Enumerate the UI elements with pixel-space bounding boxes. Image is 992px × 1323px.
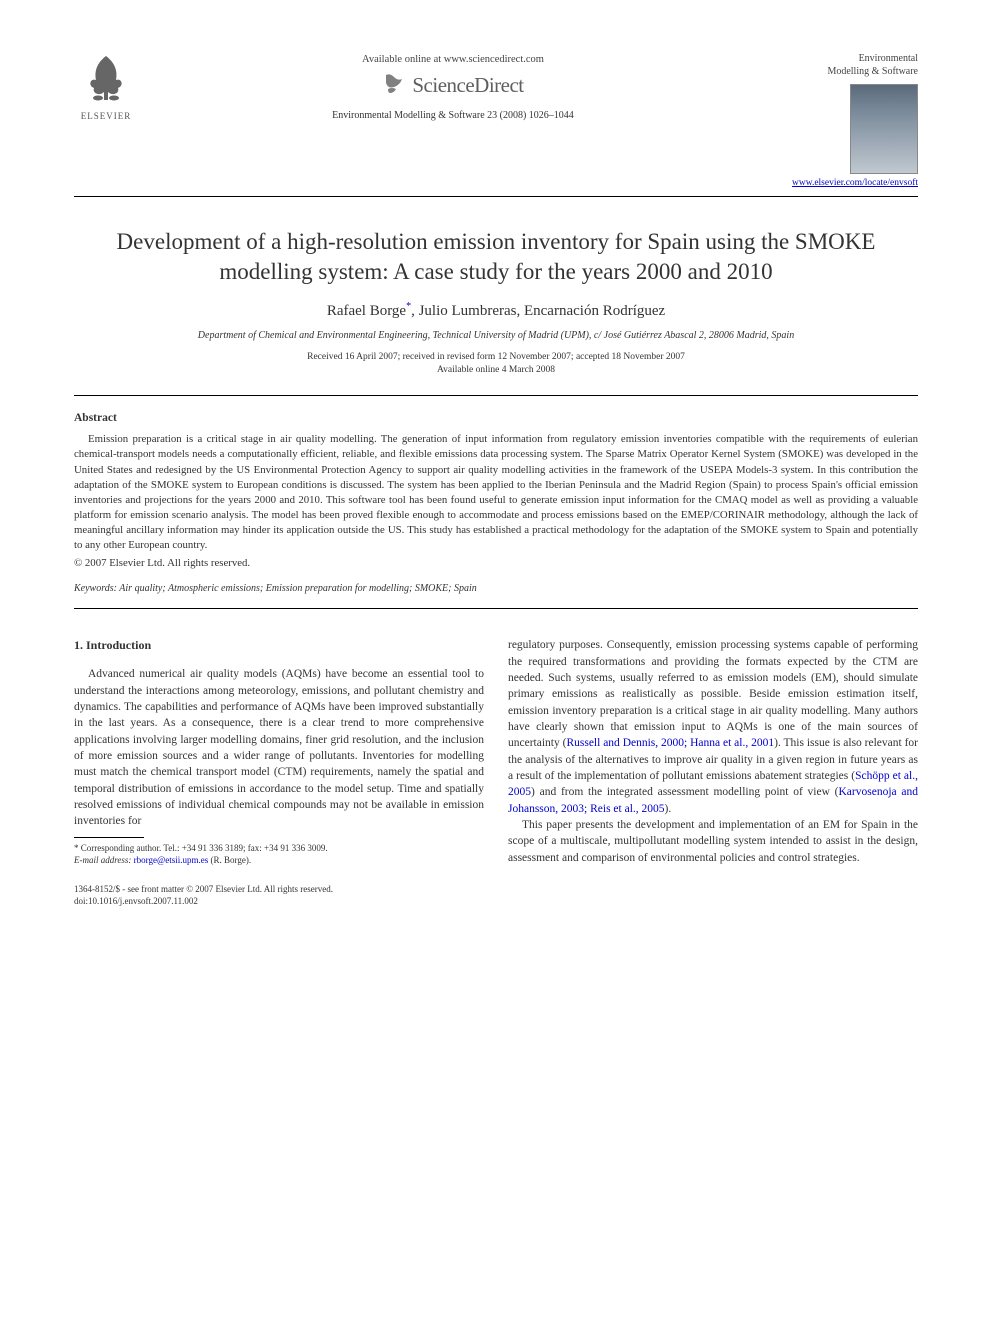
abstract-text: Emission preparation is a critical stage… — [74, 432, 918, 553]
center-header: Available online at www.sciencedirect.co… — [138, 48, 768, 121]
authors-rest: , Julio Lumbreras, Encarnación Rodríguez — [411, 303, 665, 319]
col2-paragraph-1: regulatory purposes. Consequently, emiss… — [508, 637, 918, 817]
issn-line: 1364-8152/$ - see front matter © 2007 El… — [74, 884, 333, 896]
keywords-label: Keywords: — [74, 583, 117, 594]
author-primary: Rafael Borge — [327, 303, 406, 319]
column-left: 1. Introduction Advanced numerical air q… — [74, 637, 484, 866]
section-1-heading: 1. Introduction — [74, 637, 484, 654]
elsevier-label: ELSEVIER — [74, 111, 138, 121]
elsevier-tree-icon — [78, 48, 134, 104]
keywords-list: Air quality; Atmospheric emissions; Emis… — [117, 583, 477, 594]
dates-received: Received 16 April 2007; received in revi… — [307, 352, 685, 362]
sciencedirect-brand: ScienceDirect — [382, 71, 523, 100]
email-suffix: (R. Borge). — [208, 855, 251, 865]
abstract-rule-top — [74, 395, 918, 396]
body-columns: 1. Introduction Advanced numerical air q… — [74, 637, 918, 866]
email-label: E-mail address: — [74, 855, 131, 865]
col2-p1-text-d: ). — [665, 803, 672, 815]
journal-name: Environmental Modelling & Software — [768, 52, 918, 78]
col2-p1-text-a: regulatory purposes. Consequently, emiss… — [508, 639, 918, 749]
article-dates: Received 16 April 2007; received in revi… — [74, 351, 918, 378]
page-header: ELSEVIER Available online at www.science… — [74, 48, 918, 188]
journal-locator-link[interactable]: www.elsevier.com/locate/envsoft — [768, 178, 918, 188]
available-online-text: Available online at www.sciencedirect.co… — [138, 54, 768, 65]
sciencedirect-label: ScienceDirect — [412, 73, 523, 98]
journal-reference: Environmental Modelling & Software 23 (2… — [138, 110, 768, 121]
sciencedirect-icon — [382, 71, 406, 100]
article-title: Development of a high-resolution emissio… — [84, 227, 908, 287]
header-rule — [74, 196, 918, 197]
affiliation: Department of Chemical and Environmental… — [104, 330, 888, 341]
ref-link-russell-hanna[interactable]: Russell and Dennis, 2000; Hanna et al., … — [566, 737, 774, 749]
doi-line: doi:10.1016/j.envsoft.2007.11.002 — [74, 896, 333, 908]
corresponding-author-footnote: * Corresponding author. Tel.: +34 91 336… — [74, 842, 484, 866]
elsevier-logo: ELSEVIER — [74, 48, 138, 121]
right-header: Environmental Modelling & Software www.e… — [768, 48, 918, 188]
journal-cover-thumbnail — [850, 84, 918, 174]
col2-paragraph-2: This paper presents the development and … — [508, 817, 918, 866]
keywords-line: Keywords: Air quality; Atmospheric emiss… — [74, 583, 918, 594]
abstract-heading: Abstract — [74, 412, 918, 424]
dates-available: Available online 4 March 2008 — [437, 365, 555, 375]
abstract-copyright: © 2007 Elsevier Ltd. All rights reserved… — [74, 557, 918, 569]
page-footer: 1364-8152/$ - see front matter © 2007 El… — [74, 884, 918, 907]
journal-name-line1: Environmental — [859, 53, 918, 64]
journal-name-line2: Modelling & Software — [827, 66, 918, 77]
footnote-separator — [74, 837, 144, 838]
authors-line: Rafael Borge*, Julio Lumbreras, Encarnac… — [74, 301, 918, 320]
abstract-rule-bottom — [74, 608, 918, 609]
footnote-email-row: E-mail address: rborge@etsii.upm.es (R. … — [74, 854, 484, 866]
col2-p1-text-c: ) and from the integrated assessment mod… — [531, 786, 839, 798]
col1-paragraph-1: Advanced numerical air quality models (A… — [74, 666, 484, 829]
footer-left: 1364-8152/$ - see front matter © 2007 El… — [74, 884, 333, 907]
article-page: ELSEVIER Available online at www.science… — [0, 0, 992, 937]
corresponding-email-link[interactable]: rborge@etsii.upm.es — [134, 855, 209, 865]
footnote-contact: * Corresponding author. Tel.: +34 91 336… — [74, 842, 484, 854]
column-right: regulatory purposes. Consequently, emiss… — [508, 637, 918, 866]
